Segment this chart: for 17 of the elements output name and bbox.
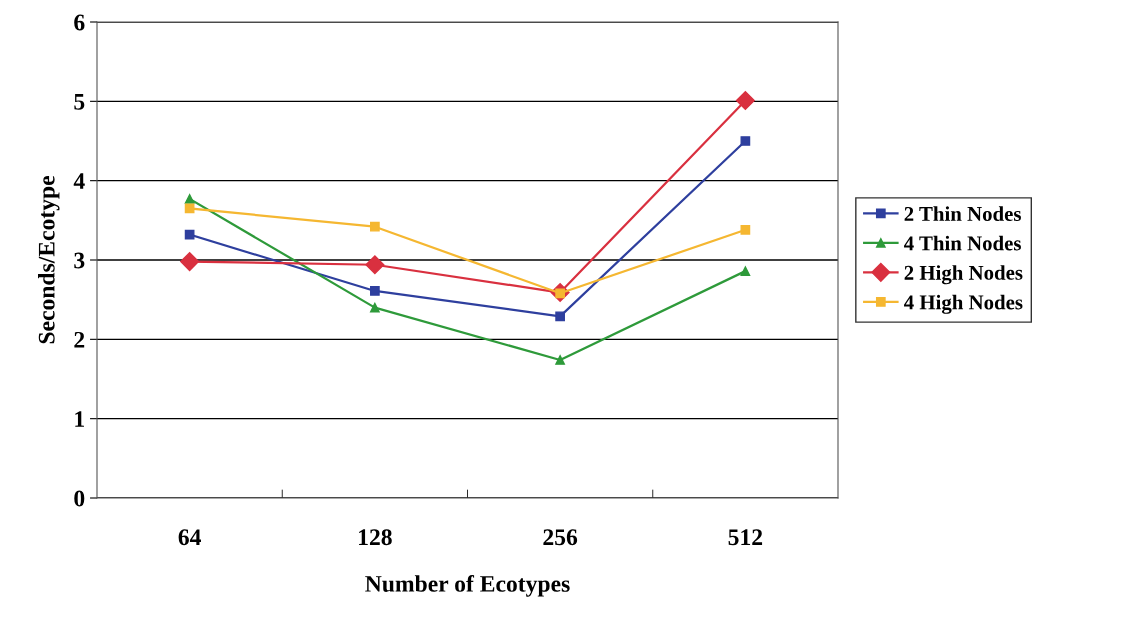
x-tick-label: 256 (543, 529, 578, 546)
y-tick-label: 2 (74, 331, 85, 348)
x-axis-title: Number of Ecotypes (365, 574, 570, 597)
y-tick-label: 3 (74, 252, 85, 269)
y-tick-label: 4 (73, 173, 85, 189)
y-tick-label: 5 (74, 94, 85, 110)
x-tick-label: 64 (178, 529, 201, 546)
legend-label: 2 High Nodes (904, 265, 1023, 285)
legend-label: 4 High Nodes (904, 294, 1023, 314)
x-tick-label: 128 (359, 529, 392, 546)
legend-label: 2 Thin Nodes (904, 206, 1021, 221)
y-tick-label: 0 (74, 490, 85, 507)
y-axis-title: Seconds/Ecotype (38, 176, 60, 344)
legend-label: 4 Thin Nodes (904, 235, 1021, 251)
y-tick-label: 1 (75, 411, 84, 427)
x-tick-label: 512 (728, 529, 763, 546)
y-tick-label: 6 (74, 14, 85, 31)
